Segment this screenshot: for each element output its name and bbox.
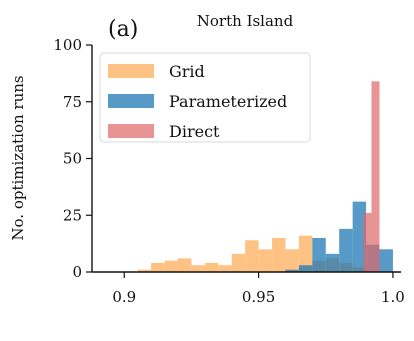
bar-parameterized-3 — [325, 253, 340, 272]
bar-grid-7 — [218, 265, 232, 272]
bar-parameterized-0 — [285, 269, 299, 272]
bars-layer — [137, 81, 393, 272]
legend-label-direct: Direct — [169, 122, 220, 141]
bar-parameterized-5 — [352, 201, 367, 272]
y-tick-label-100: 100 — [53, 36, 82, 54]
bar-grid-5 — [191, 265, 205, 272]
panel-label: (a) — [108, 17, 138, 42]
x-tick-label-0: 0.9 — [112, 288, 136, 306]
bar-grid-4 — [177, 258, 192, 272]
y-tick-label-50: 50 — [63, 150, 82, 168]
bar-parameterized-4 — [339, 228, 353, 272]
legend-swatch-parameterized — [108, 94, 154, 108]
legend-label-parameterized: Parameterized — [169, 92, 287, 111]
bar-grid-1 — [137, 269, 152, 272]
legend-swatch-direct — [108, 124, 154, 138]
y-tick-label-25: 25 — [63, 206, 82, 224]
x-tick-label-1: 0.95 — [242, 288, 275, 306]
legend: Grid Parameterized Direct — [99, 52, 311, 143]
bar-grid-11 — [272, 237, 286, 272]
bar-direct-1 — [371, 81, 380, 272]
chart-title: North Island — [197, 12, 294, 30]
bar-grid-3 — [164, 260, 178, 272]
legend-swatch-grid — [108, 64, 154, 78]
y-axis-title: No. optimization runs — [9, 75, 27, 240]
bar-direct-0 — [363, 212, 372, 272]
bar-grid-8 — [231, 253, 246, 272]
x-tick-label-2: 1.0 — [381, 288, 405, 306]
bar-parameterized-1 — [298, 265, 313, 272]
y-tick-label-75: 75 — [63, 93, 82, 111]
bar-grid-13 — [298, 235, 313, 272]
y-tick-label-0: 0 — [72, 263, 82, 281]
bar-grid-12 — [285, 249, 299, 272]
bar-grid-10 — [258, 249, 273, 272]
bar-grid-9 — [245, 240, 259, 272]
bar-parameterized-7 — [379, 249, 393, 272]
ticks-layer: 0 25 50 75 100 0.9 0.95 1.0 — [53, 36, 405, 306]
bar-parameterized-2 — [312, 237, 326, 272]
bar-grid-2 — [151, 262, 165, 272]
bar-grid-6 — [204, 262, 219, 272]
legend-label-grid: Grid — [169, 62, 205, 81]
